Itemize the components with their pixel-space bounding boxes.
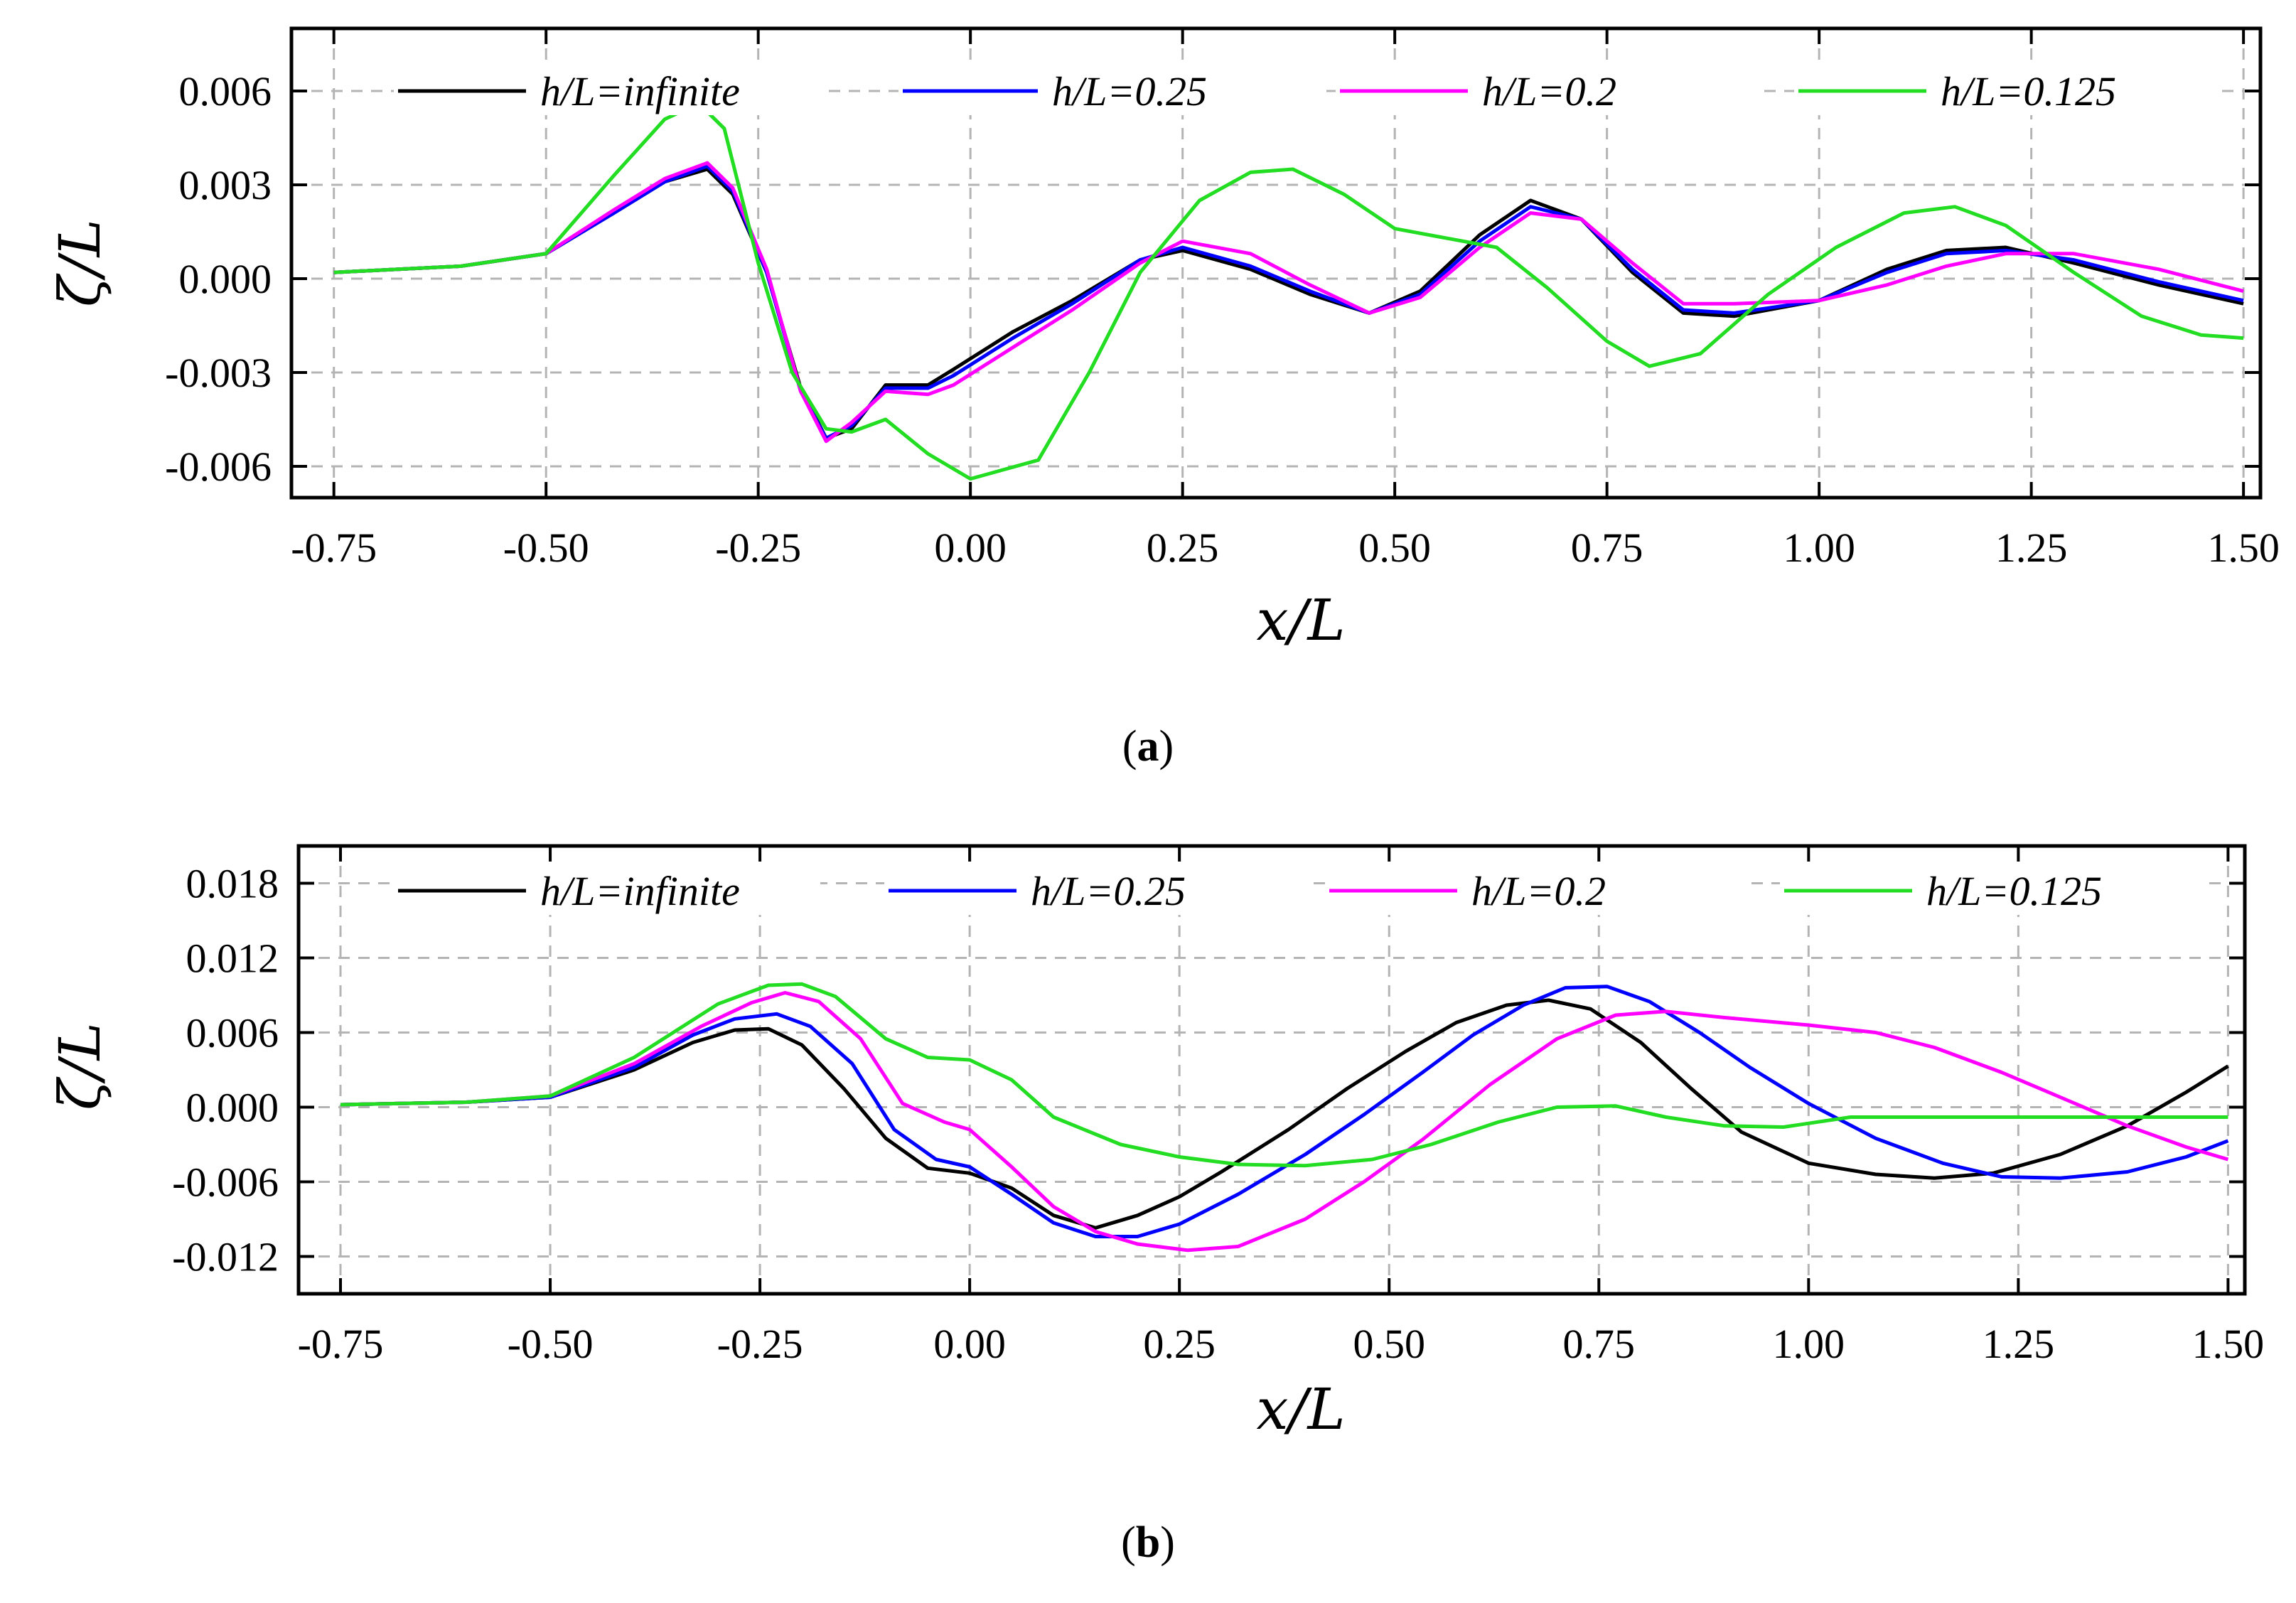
legend-bg <box>394 862 820 915</box>
y-tick-label: 0.003 <box>179 162 272 208</box>
series-line-h-l-infinite <box>340 998 2229 1230</box>
series-line-h-l-0.2 <box>333 161 2244 444</box>
x-tick-label: 1.25 <box>1995 525 2068 571</box>
series-line-h-l-0.125 <box>333 102 2244 481</box>
legend-bg <box>394 63 820 115</box>
y-tick-label: 0.006 <box>186 1010 279 1056</box>
panel-label: (a) <box>1122 722 1174 771</box>
x-tick-label: 0.75 <box>1563 1321 1636 1367</box>
series-line-h-l-0.25 <box>340 985 2229 1238</box>
x-axis-title: x/L <box>1256 1376 1345 1442</box>
y-tick-label: 0.018 <box>186 861 279 907</box>
plot-frame <box>289 26 2263 500</box>
legend-bg <box>1780 862 2206 915</box>
x-tick-label: 0.25 <box>1147 525 1219 571</box>
x-tick-label: 1.00 <box>1783 525 1855 571</box>
panel-label: (b) <box>1121 1518 1175 1567</box>
legend-label: h/L=0.25 <box>1052 68 1207 114</box>
x-tick-label: 0.25 <box>1143 1321 1216 1367</box>
chart-panel-a: -0.75 -0.50 -0.25 0.00 0.25 0.50 0.75 1.00 1.25 1… <box>47 26 2280 771</box>
legend-bg <box>884 862 1311 915</box>
x-tick-label: 1.25 <box>1983 1321 2055 1367</box>
chart-panel-b: -0.75 -0.50 -0.25 0.00 0.25 0.50 0.75 1.00 1.25 1… <box>47 844 2265 1567</box>
x-tick-label: 0.00 <box>933 1321 1006 1367</box>
y-tick-label: 0.000 <box>186 1085 279 1131</box>
legend-bg <box>1336 63 1762 115</box>
y-tick-label: 0.012 <box>186 935 279 982</box>
x-tick-label: 0.00 <box>934 525 1007 571</box>
y-axis-title: ζ/L <box>47 219 113 306</box>
x-tick-label: 0.50 <box>1358 525 1431 571</box>
x-tick-label: 0.50 <box>1353 1321 1425 1367</box>
x-axis-title: x/L <box>1256 587 1345 653</box>
x-tick-label: -0.50 <box>503 525 589 571</box>
x-tick-label: 1.50 <box>2192 1321 2265 1367</box>
series-line-h-l-0.25 <box>333 164 2244 440</box>
legend-bg <box>1794 63 2221 115</box>
legend-label: h/L=infinite <box>540 868 740 914</box>
y-axis-title: ζ/L <box>47 1022 113 1110</box>
x-tick-label: -0.50 <box>508 1321 594 1367</box>
legend-label: h/L=infinite <box>540 68 740 114</box>
plot-frame <box>296 844 2247 1296</box>
series-line-h-l-0.2 <box>340 991 2229 1253</box>
x-tick-label: 0.75 <box>1571 525 1643 571</box>
x-tick-label: -0.25 <box>717 1321 803 1367</box>
legend-label: h/L=0.25 <box>1031 868 1186 914</box>
x-tick-label: 1.00 <box>1773 1321 1845 1367</box>
y-tick-label: -0.012 <box>172 1234 279 1280</box>
legend-label: h/L=0.125 <box>1926 868 2102 914</box>
x-tick-label: -0.25 <box>715 525 801 571</box>
x-tick-label: 1.50 <box>2207 525 2280 571</box>
x-tick-label: -0.75 <box>298 1321 384 1367</box>
legend-label: h/L=0.125 <box>1941 68 2116 114</box>
legend-bg <box>898 63 1325 115</box>
y-tick-label: 0.006 <box>179 68 272 114</box>
y-tick-label: 0.000 <box>179 256 272 302</box>
y-tick-label: -0.006 <box>172 1159 279 1206</box>
legend-bg <box>1325 862 1751 915</box>
legend-label: h/L=0.2 <box>1471 868 1606 914</box>
legend-label: h/L=0.2 <box>1482 68 1616 114</box>
y-tick-label: -0.006 <box>165 444 272 490</box>
x-tick-label: -0.75 <box>291 525 377 571</box>
y-tick-label: -0.003 <box>165 350 272 396</box>
series-line-h-l-0.125 <box>340 982 2228 1168</box>
